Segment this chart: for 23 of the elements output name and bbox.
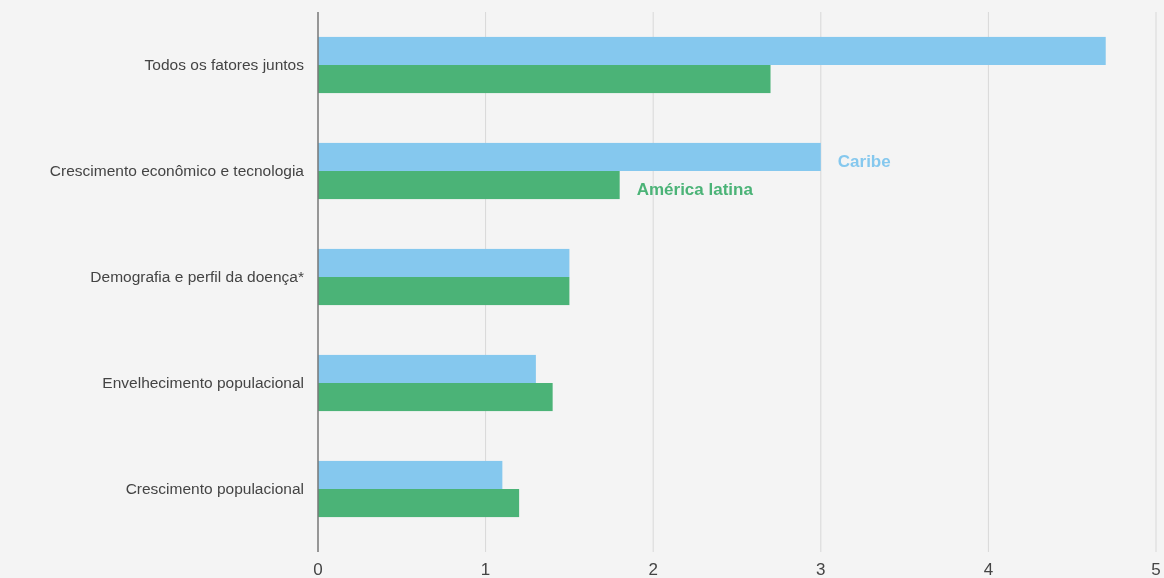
- y-tick-label: Todos os fatores juntos: [144, 56, 305, 74]
- bar: [318, 142, 821, 171]
- bar: [318, 248, 570, 277]
- series-label: América latina: [636, 179, 754, 199]
- bar: [318, 354, 536, 383]
- y-tick-label: Demografia e perfil da doença*: [90, 268, 304, 286]
- y-tick-label: Crescimento populacional: [125, 480, 304, 498]
- series-label: Caribe: [837, 151, 891, 171]
- x-tick-label: 2: [648, 560, 658, 578]
- x-tick-label: 5: [1151, 560, 1161, 578]
- bar: [318, 171, 620, 200]
- y-tick-label: Crescimento econômico e tecnologia: [49, 162, 305, 180]
- x-tick-label: 3: [816, 560, 826, 578]
- bar: [318, 383, 553, 412]
- bar: [318, 489, 520, 518]
- x-tick-label: 0: [313, 560, 323, 578]
- x-tick-label: 1: [480, 560, 491, 578]
- bar: [318, 460, 503, 489]
- x-tick-label: 4: [983, 560, 994, 578]
- bar: [318, 277, 570, 306]
- bar: [318, 65, 771, 94]
- bar: [318, 36, 1106, 65]
- y-tick-label: Envelhecimento populacional: [102, 374, 304, 392]
